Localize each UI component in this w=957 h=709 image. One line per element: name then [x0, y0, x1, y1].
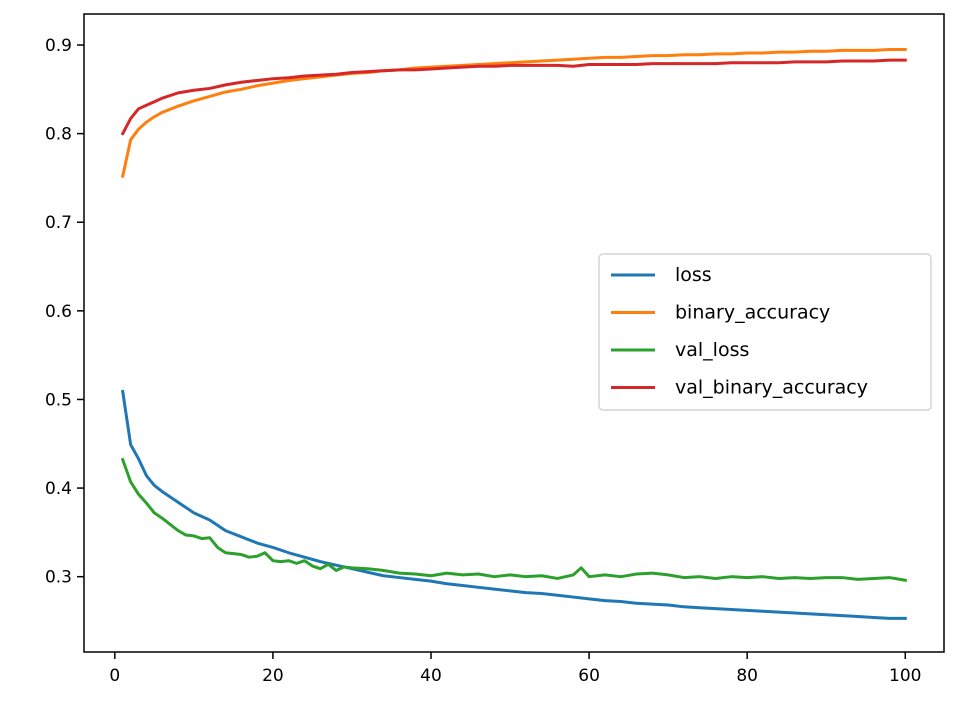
series-layer: [120, 47, 907, 620]
x-tick-label: 0: [109, 666, 120, 686]
y-tick-label: 0.3: [45, 568, 72, 588]
series-line-val-loss: [120, 457, 907, 582]
axes-layer: 0 20 40 60 80 100 0.3 0.4 0.5 0.6 0.7 0.8 0.9: [45, 13, 945, 686]
legend-label-binary-accuracy: binary_accuracy: [675, 302, 830, 324]
legend-label-val-binary-accuracy: val_binary_accuracy: [675, 377, 868, 399]
plot-frame: [83, 13, 945, 653]
x-tick-label: 100: [889, 666, 921, 686]
y-tick-label: 0.6: [45, 302, 72, 322]
y-tick-label: 0.4: [45, 479, 72, 499]
series-line-binary-accuracy: [120, 47, 907, 178]
legend-label-val-loss: val_loss: [675, 339, 749, 361]
x-tick-label: 40: [420, 666, 442, 686]
y-tick-label: 0.9: [45, 36, 72, 56]
y-tick-label: 0.5: [45, 390, 72, 410]
y-tick-label: 0.7: [45, 213, 72, 233]
y-tick-label: 0.8: [45, 125, 72, 145]
x-tick-label: 60: [578, 666, 600, 686]
legend-label-loss: loss: [675, 264, 712, 286]
series-line-loss: [121, 389, 907, 620]
x-tick-label: 80: [736, 666, 758, 686]
legend: loss binary_accuracy val_loss val_binary_ac…: [598, 253, 932, 411]
legend-box: [598, 253, 932, 411]
x-tick-label: 20: [262, 666, 284, 686]
series-line-val-binary-accuracy: [120, 58, 907, 136]
